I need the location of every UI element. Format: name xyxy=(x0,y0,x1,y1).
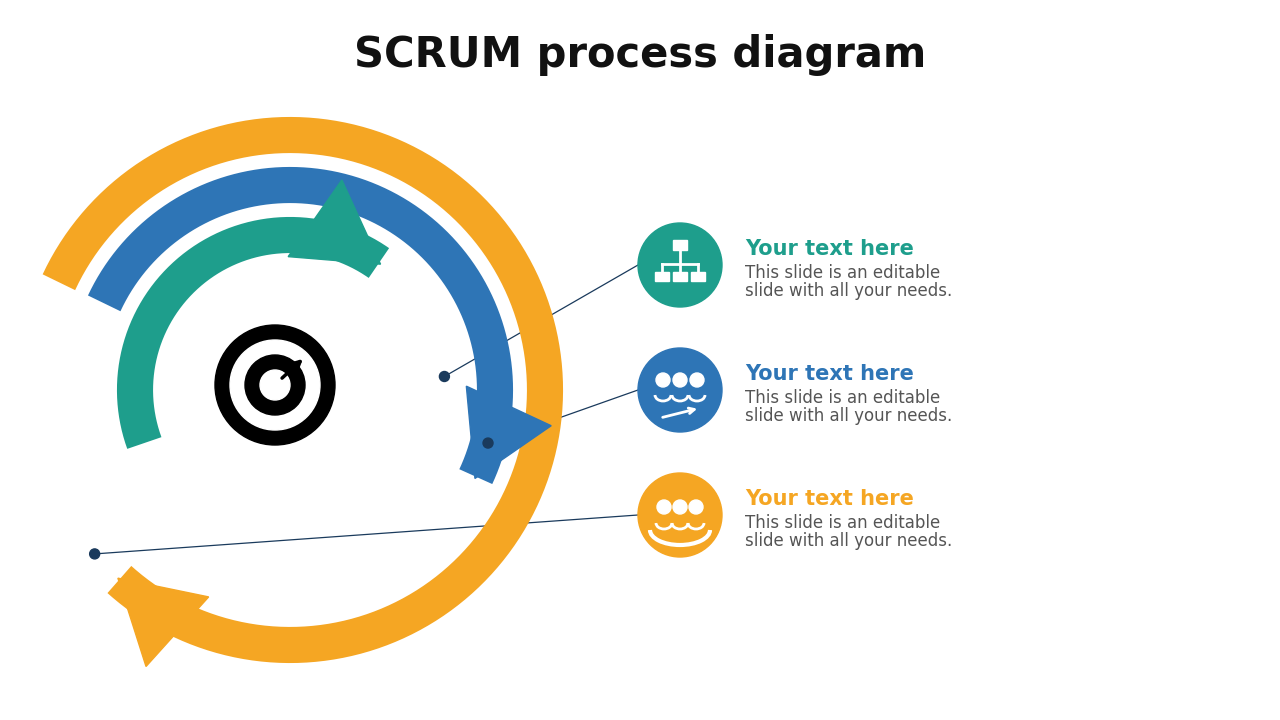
Text: This slide is an editable: This slide is an editable xyxy=(745,389,941,407)
Text: This slide is an editable: This slide is an editable xyxy=(745,514,941,532)
Circle shape xyxy=(673,373,687,387)
Text: SCRUM process diagram: SCRUM process diagram xyxy=(353,34,927,76)
FancyBboxPatch shape xyxy=(673,272,687,281)
FancyBboxPatch shape xyxy=(691,272,705,281)
Polygon shape xyxy=(466,386,552,479)
Text: slide with all your needs.: slide with all your needs. xyxy=(745,282,952,300)
Circle shape xyxy=(260,370,291,400)
Circle shape xyxy=(657,373,669,387)
Circle shape xyxy=(673,500,687,514)
Circle shape xyxy=(637,473,722,557)
Circle shape xyxy=(230,340,320,430)
Circle shape xyxy=(637,348,722,432)
Text: Your text here: Your text here xyxy=(745,364,914,384)
FancyBboxPatch shape xyxy=(673,240,687,250)
Circle shape xyxy=(657,500,671,514)
Text: Your text here: Your text here xyxy=(745,239,914,259)
Text: slide with all your needs.: slide with all your needs. xyxy=(745,532,952,550)
Circle shape xyxy=(439,372,449,382)
Circle shape xyxy=(689,500,703,514)
Polygon shape xyxy=(118,578,209,667)
Text: This slide is an editable: This slide is an editable xyxy=(745,264,941,282)
Circle shape xyxy=(244,355,305,415)
Circle shape xyxy=(637,223,722,307)
Circle shape xyxy=(690,373,704,387)
Text: Your text here: Your text here xyxy=(745,489,914,509)
Polygon shape xyxy=(288,180,380,264)
Circle shape xyxy=(483,438,493,448)
Circle shape xyxy=(215,325,335,445)
Circle shape xyxy=(90,549,100,559)
Text: slide with all your needs.: slide with all your needs. xyxy=(745,407,952,425)
FancyBboxPatch shape xyxy=(655,272,669,281)
